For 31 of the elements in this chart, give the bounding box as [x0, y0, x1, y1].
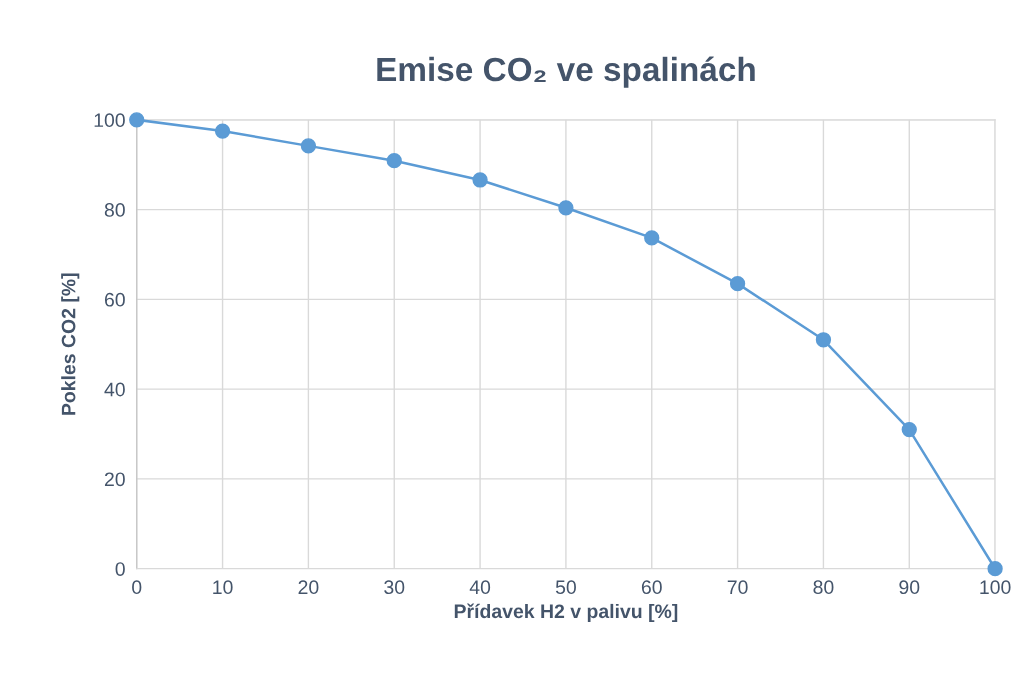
y-tick-label: 20	[104, 472, 125, 487]
x-tick-label: 40	[469, 580, 491, 595]
x-tick-label: 90	[899, 580, 920, 595]
y-tick-label: 0	[115, 562, 125, 576]
x-axis-title: Přídavek H2 v palivu [%]	[454, 603, 678, 623]
x-tick-label: 60	[641, 580, 662, 595]
y-tick-label: 100	[94, 113, 125, 128]
point	[558, 200, 574, 216]
point	[815, 332, 832, 348]
x-tick-label: 50	[555, 580, 576, 595]
x-tick-label: 70	[727, 580, 748, 595]
x-tick-label: 100	[980, 580, 1011, 595]
point	[987, 561, 1003, 577]
x-tick-label: 80	[813, 580, 834, 595]
y-axis-title: Pokles CO2 [%]	[61, 273, 80, 415]
y-tick-label: 80	[104, 203, 125, 217]
x-tick-label: 10	[213, 580, 233, 595]
x-tick-label: 30	[384, 580, 405, 595]
chart-title: Emise CO₂ ve spalinách	[377, 56, 755, 88]
y-tick-label: 60	[104, 292, 125, 307]
point	[644, 230, 660, 246]
point	[300, 138, 317, 154]
point	[472, 172, 488, 188]
point	[129, 112, 145, 128]
point	[901, 421, 917, 438]
point	[386, 153, 402, 169]
x-tick-label: 0	[132, 580, 142, 595]
point	[214, 123, 231, 139]
y-tick-label: 40	[104, 382, 125, 397]
point	[729, 276, 746, 292]
x-tick-label: 20	[298, 580, 319, 595]
